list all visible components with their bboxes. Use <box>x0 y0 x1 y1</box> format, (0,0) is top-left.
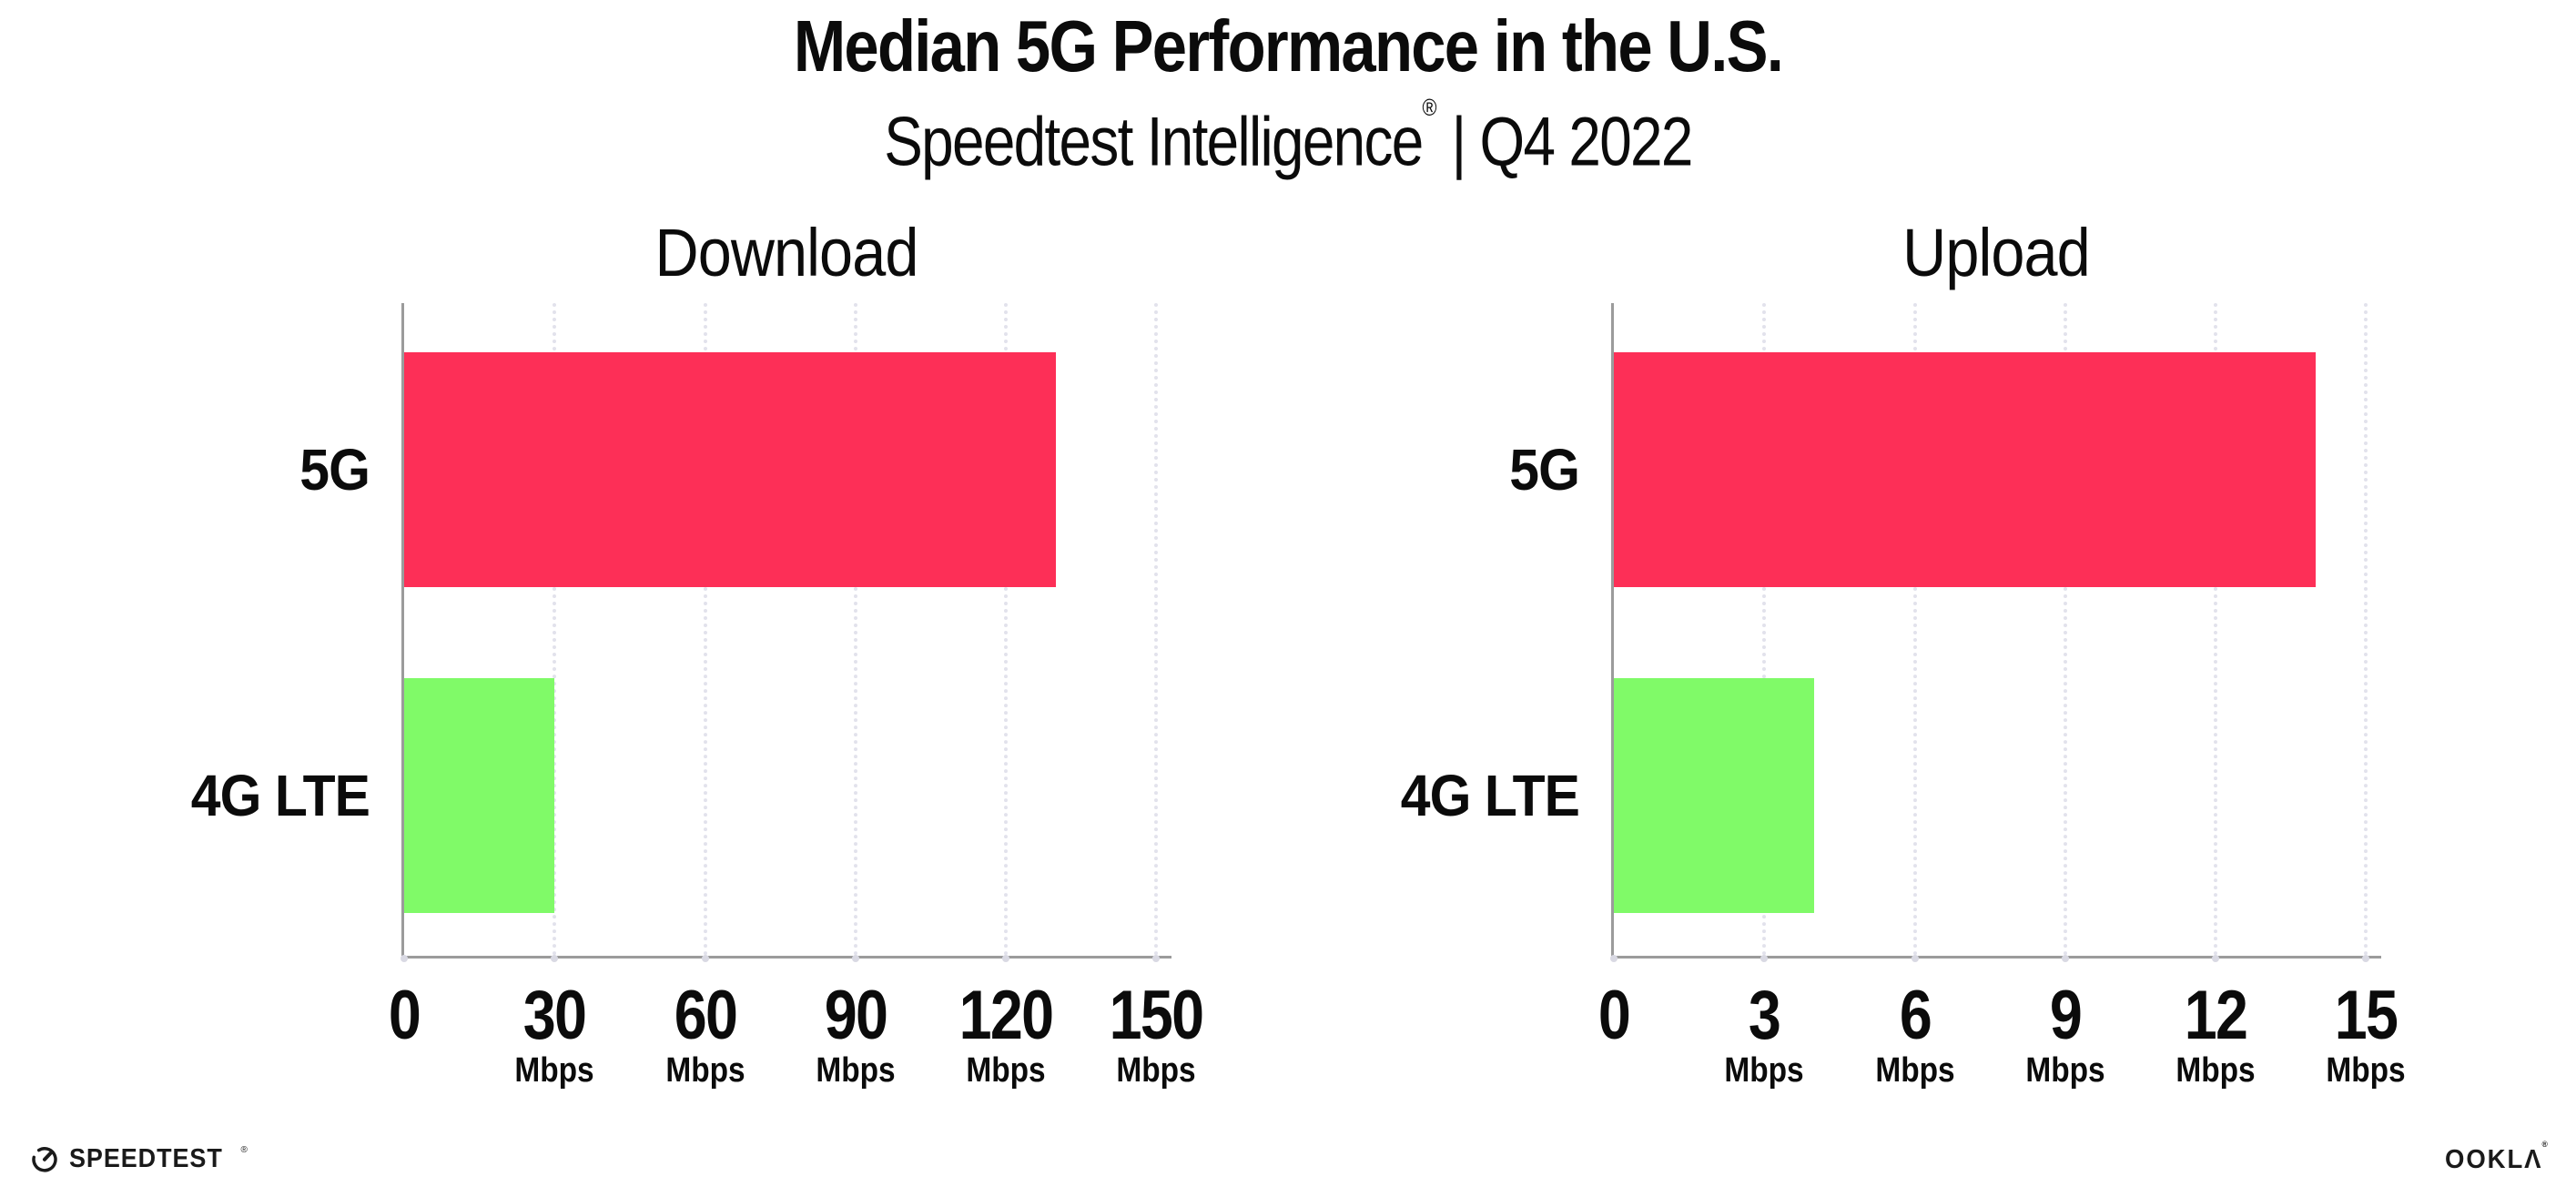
x-tick-value: 0 <box>1597 977 1631 1054</box>
x-tick-value: 30 <box>523 977 587 1054</box>
gridline-60 <box>703 303 707 956</box>
axis-tick-dot-6 <box>1911 955 1919 962</box>
gridline-6 <box>1912 303 1917 956</box>
x-tick-label-12: 12 Mbps <box>2097 977 2334 1090</box>
x-tick-value: 3 <box>1749 977 1781 1054</box>
speedtest-logo: SPEEDTEST ® <box>30 1141 251 1177</box>
axis-tick-dot-15 <box>2362 955 2370 962</box>
x-tick-label-30: 30 Mbps <box>436 977 673 1090</box>
x-tick-unit: Mbps <box>2175 1051 2256 1090</box>
download-plot-area: 0 30 Mbps 60 Mbps 90 Mbps 120 Mbps 150 Mbps 5G 4G LT… <box>191 303 1205 1089</box>
bar-4g-lte <box>404 678 555 913</box>
x-tick-value: 12 <box>2184 977 2248 1054</box>
gauge-needle <box>43 1151 53 1161</box>
x-tick-unit: Mbps <box>1874 1051 1955 1090</box>
axis-tick-dot-120 <box>1002 955 1010 962</box>
subtitle-brand: Speedtest Intelligence <box>884 103 1424 181</box>
bar-4g-lte <box>1614 678 1815 913</box>
download-chart: Download 0 30 Mbps 60 Mbps 90 Mbps 120 Mbps 150 Mb… <box>191 215 1205 1089</box>
page-subtitle: Speedtest Intelligence® | Q4 2022 <box>206 91 2369 185</box>
x-tick-value: 60 <box>674 977 737 1054</box>
category-label-5g: 5G <box>299 437 370 502</box>
x-tick-label-3: 3 Mbps <box>1646 977 1882 1090</box>
x-tick-value: 120 <box>958 977 1054 1054</box>
x-tick-value: 0 <box>388 977 421 1054</box>
download-chart-title: Download <box>654 215 918 290</box>
category-label-4g-lte: 4G LTE <box>190 763 370 828</box>
gridline-30 <box>553 303 557 956</box>
gridline-150 <box>1154 303 1159 956</box>
speedtest-wordmark: SPEEDTEST <box>69 1143 223 1173</box>
x-tick-label-0: 0 <box>286 977 522 1054</box>
x-tick-label-150: 150 Mbps <box>1038 977 1274 1090</box>
x-tick-unit: Mbps <box>2326 1051 2407 1090</box>
registered-mark: ® <box>1422 95 1437 121</box>
x-tick-value: 6 <box>1899 977 1932 1054</box>
x-tick-unit: Mbps <box>966 1051 1046 1090</box>
x-tick-value: 90 <box>824 977 888 1054</box>
x-tick-unit: Mbps <box>2025 1051 2105 1090</box>
gridline-3 <box>1762 303 1767 956</box>
x-tick-unit: Mbps <box>1724 1051 1804 1090</box>
upload-chart: Upload 0 3 Mbps 6 Mbps 9 Mbps 12 Mbps 15 Mbps 5G 4G … <box>1401 215 2406 1089</box>
page-title: Median 5G Performance in the U.S. <box>793 5 1784 86</box>
axis-tick-dot-0 <box>401 955 408 962</box>
subtitle-period: | Q4 2022 <box>1436 103 1694 181</box>
x-tick-unit: Mbps <box>514 1051 594 1090</box>
axis-tick-dot-0 <box>1610 955 1618 962</box>
x-tick-unit: Mbps <box>1116 1051 1197 1090</box>
x-tick-label-90: 90 Mbps <box>737 977 974 1090</box>
bar-5g <box>404 352 1057 587</box>
speedtest-gauge-icon <box>32 1147 57 1172</box>
gridline-9 <box>2063 303 2067 956</box>
ookla-logo: OOKLΛ® <box>2445 1140 2549 1175</box>
axis-tick-dot-60 <box>701 955 709 962</box>
axis-tick-dot-90 <box>851 955 859 962</box>
axis-tick-dot-9 <box>2061 955 2069 962</box>
x-tick-value: 150 <box>1110 977 1204 1054</box>
x-tick-unit: Mbps <box>664 1051 745 1090</box>
x-tick-label-60: 60 Mbps <box>587 977 824 1090</box>
bar-5g <box>1614 352 2317 587</box>
x-tick-unit: Mbps <box>816 1051 896 1090</box>
axis-tick-dot-3 <box>1760 955 1769 962</box>
category-label-5g: 5G <box>1509 437 1580 502</box>
ookla-reg-mark: ® <box>2541 1140 2549 1150</box>
gridline-120 <box>1004 303 1009 956</box>
axis-tick-dot-12 <box>2212 955 2220 962</box>
x-tick-label-0: 0 <box>1496 977 1732 1054</box>
x-tick-value: 9 <box>2049 977 2083 1054</box>
upload-plot-area: 0 3 Mbps 6 Mbps 9 Mbps 12 Mbps 15 Mbps 5G 4G LTE <box>1401 303 2406 1089</box>
x-tick-label-9: 9 Mbps <box>1947 977 2184 1090</box>
x-tick-label-6: 6 Mbps <box>1797 977 2033 1090</box>
gridline-90 <box>853 303 857 956</box>
category-label-4g-lte: 4G LTE <box>1400 763 1580 828</box>
x-tick-value: 15 <box>2335 977 2399 1054</box>
speedtest-reg-mark: ® <box>240 1144 248 1155</box>
gridline-12 <box>2214 303 2218 956</box>
axis-tick-dot-150 <box>1152 955 1161 962</box>
x-tick-label-120: 120 Mbps <box>887 977 1124 1090</box>
gridline-15 <box>2364 303 2368 956</box>
axis-tick-dot-30 <box>551 955 559 962</box>
ookla-wordmark: OOKLΛ <box>2445 1145 2543 1174</box>
x-tick-label-15: 15 Mbps <box>2247 977 2484 1090</box>
upload-chart-title: Upload <box>1902 215 2091 290</box>
